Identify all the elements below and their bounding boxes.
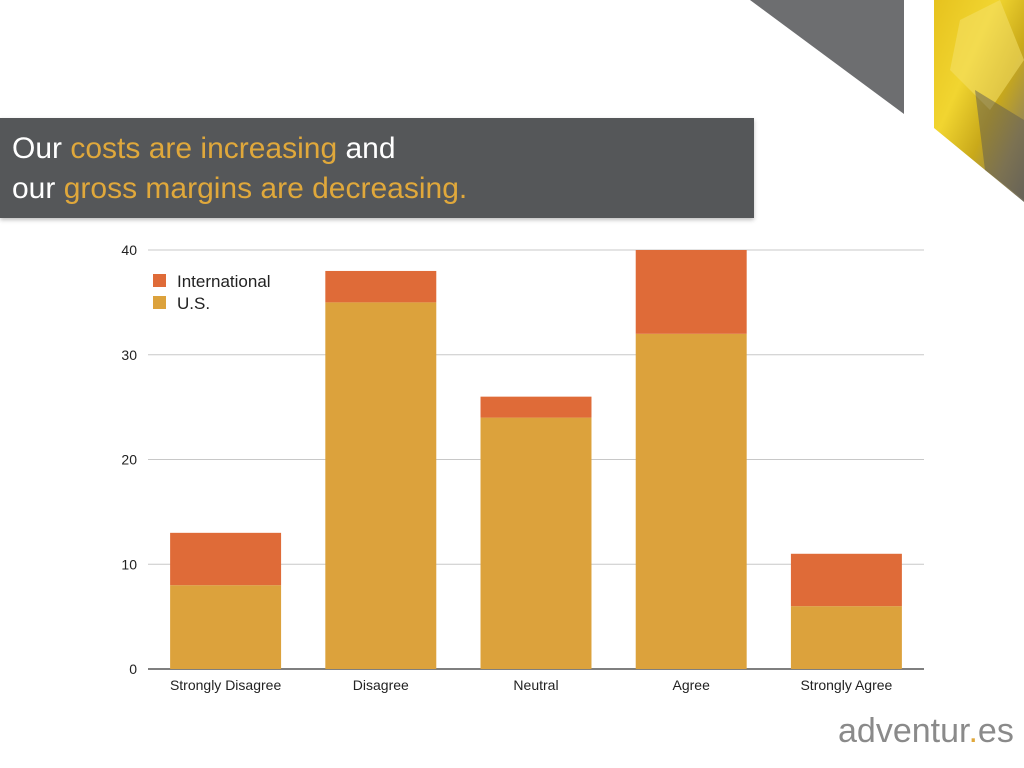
legend-label: International: [177, 272, 271, 291]
y-tick-label: 30: [121, 347, 137, 363]
title-line-1: Our costs are increasing and: [12, 131, 396, 167]
logo-text-start: adventur: [838, 712, 969, 750]
legend-swatch: [153, 296, 166, 309]
y-tick-label: 0: [129, 661, 137, 677]
x-tick-label: Agree: [673, 677, 711, 693]
logo-text-end: es: [977, 712, 1014, 750]
bar-international-agree: [635, 250, 747, 334]
title-line-2: our gross margins are decreasing.: [12, 171, 467, 207]
x-tick-label: Disagree: [353, 677, 409, 693]
logo-dot: .: [968, 712, 978, 750]
legend-swatch: [153, 274, 166, 287]
bar-international-neutral: [480, 396, 592, 418]
title-line-1-start: Our: [12, 132, 71, 165]
y-tick-label: 10: [121, 556, 137, 572]
y-tick-label: 40: [121, 242, 137, 258]
bar-u-s-neutral: [480, 417, 592, 669]
x-tick-label: Strongly Disagree: [170, 677, 281, 693]
bar-u-s-agree: [635, 333, 747, 669]
photo-shadow-shape: [975, 90, 1024, 200]
legend-label: U.S.: [177, 294, 210, 313]
bar-u-s-strongly-agree: [790, 606, 902, 669]
title-highlight-costs: costs are increasing: [70, 132, 338, 165]
title-line-2-start: our: [12, 172, 64, 205]
y-tick-label: 20: [121, 452, 137, 468]
bar-international-disagree: [325, 270, 437, 303]
title-highlight-margins: gross margins are decreasing.: [63, 172, 468, 205]
x-tick-label: Neutral: [513, 677, 558, 693]
title-line-1-end: and: [337, 132, 396, 165]
bar-u-s-strongly-disagree: [170, 585, 282, 669]
bar-international-strongly-agree: [790, 553, 902, 607]
x-tick-label: Strongly Agree: [800, 677, 892, 693]
photo-highlight-shape: [950, 0, 1024, 110]
adventures-logo: adventur.es: [838, 712, 1014, 751]
title-band: Our costs are increasing and our gross m…: [0, 118, 754, 218]
bar-international-strongly-disagree: [170, 532, 282, 586]
gray-triangle-shape: [750, 0, 904, 114]
bar-u-s-disagree: [325, 302, 437, 669]
